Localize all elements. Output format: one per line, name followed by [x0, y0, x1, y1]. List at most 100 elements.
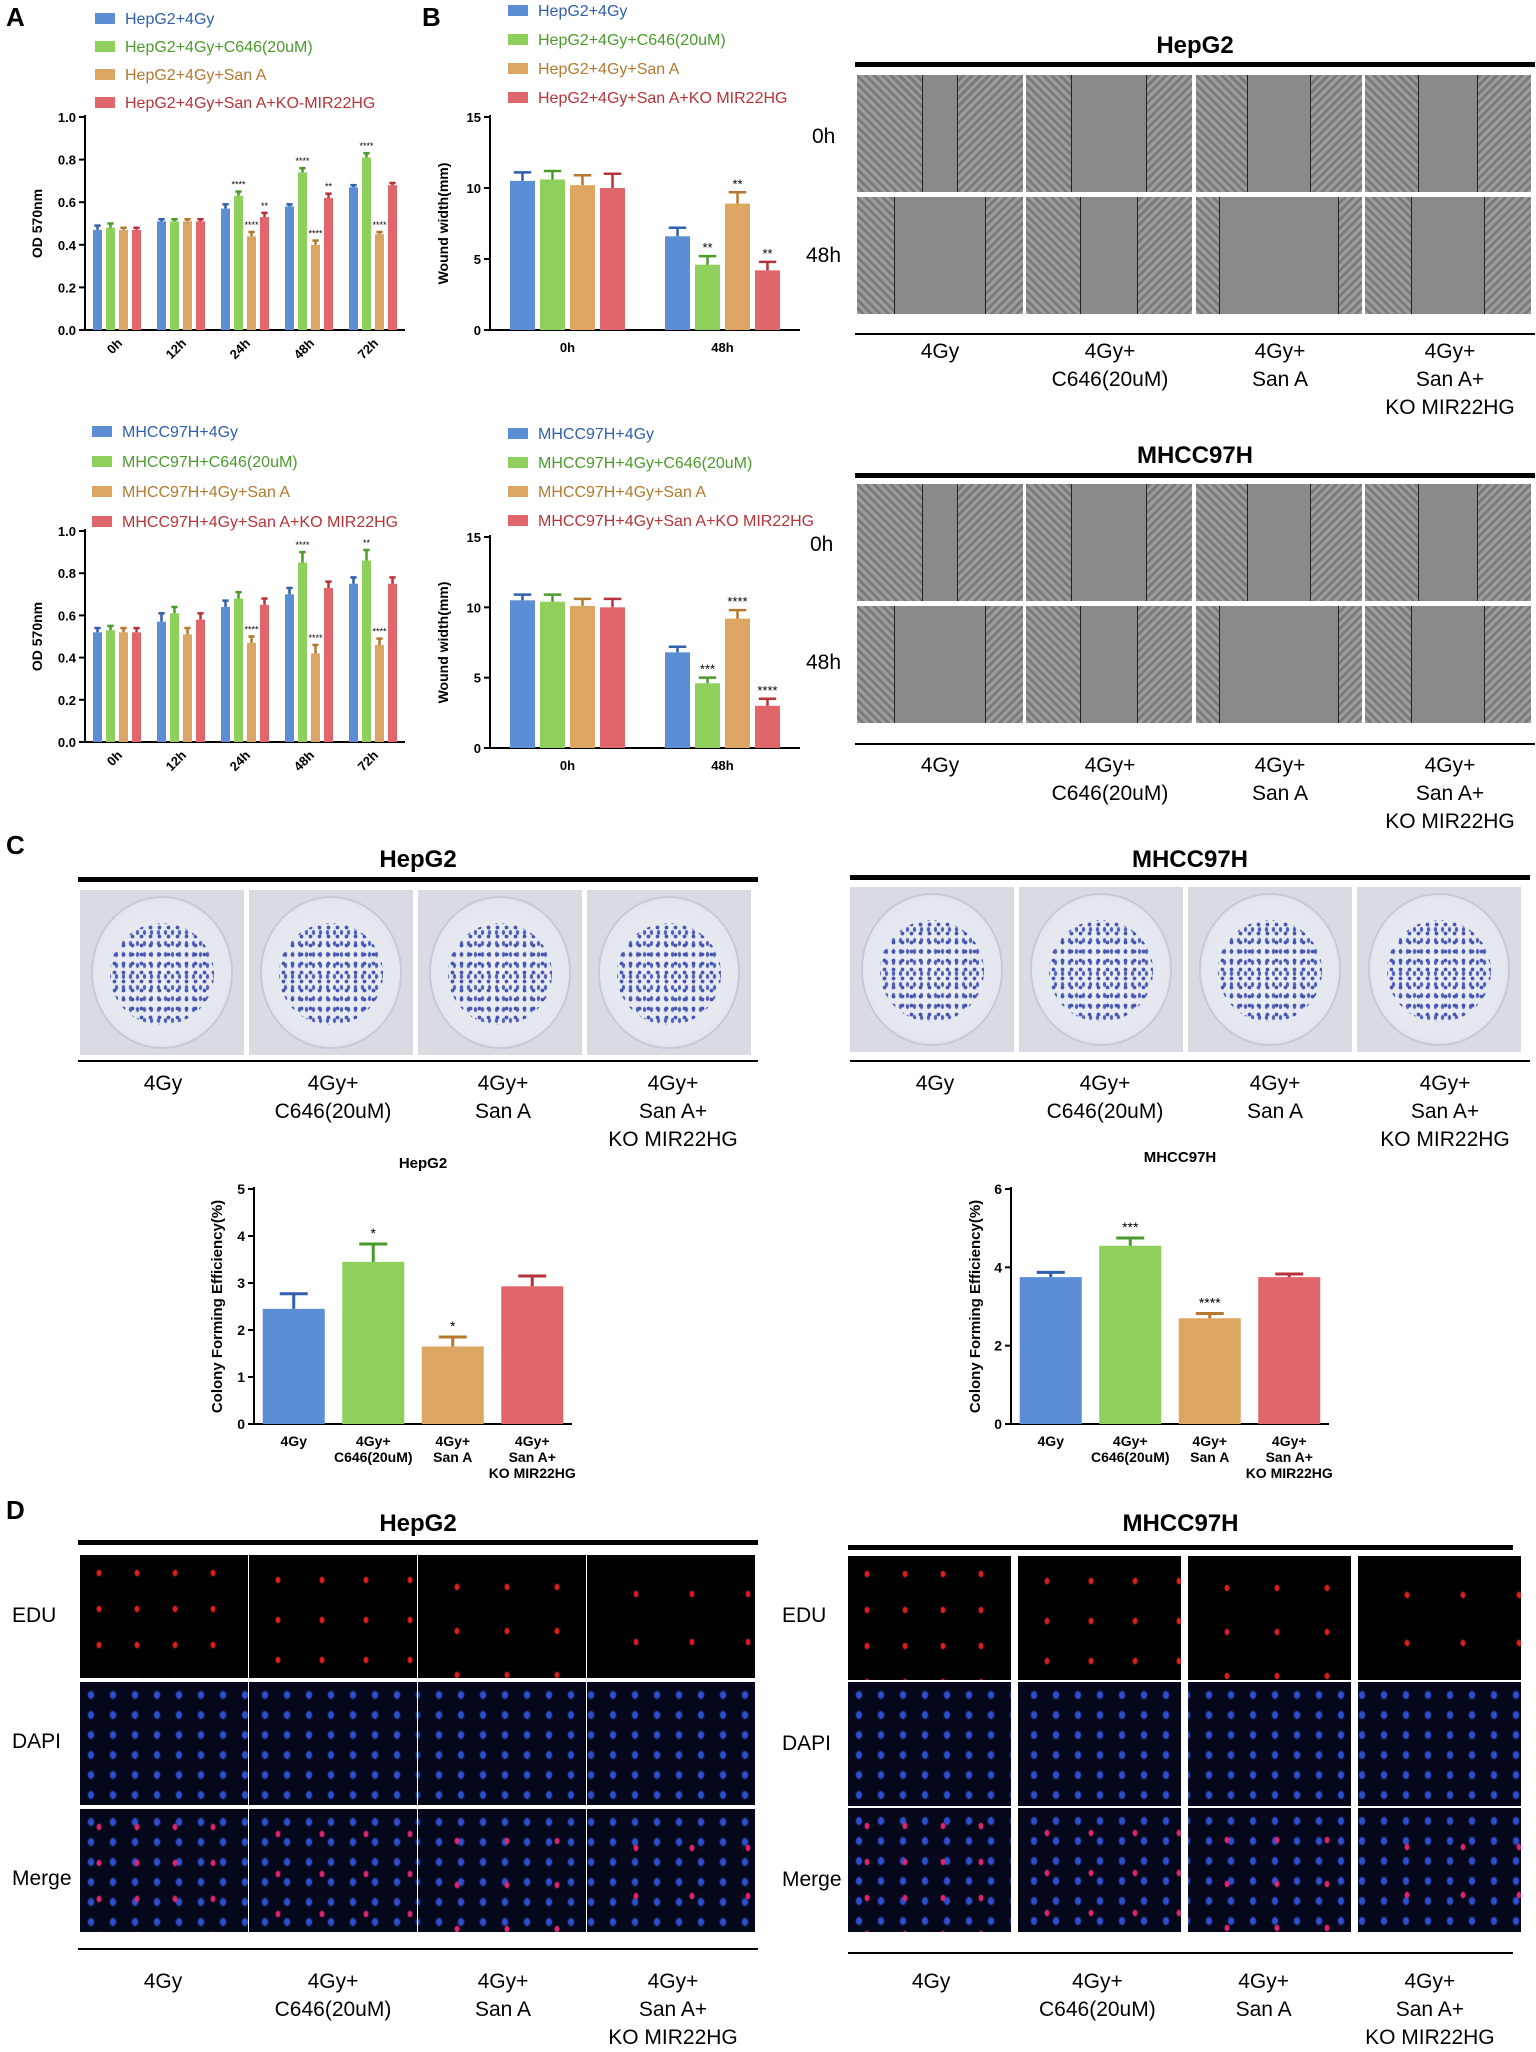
significance-label: **** — [244, 625, 259, 635]
wound-edge — [1219, 197, 1221, 314]
wound-edge — [1146, 484, 1148, 601]
legend-label: MHCC97H+4Gy+San A+KO MIR22HG — [538, 513, 814, 530]
y-tick-label: 0.6 — [58, 195, 76, 210]
legend-swatch — [508, 92, 528, 103]
bar — [132, 632, 141, 742]
y-tick-label: 0 — [237, 1416, 245, 1432]
legend-label: MHCC97H+4Gy+San A — [122, 484, 290, 501]
colony-plate — [1019, 887, 1183, 1052]
bar — [695, 264, 720, 330]
bar — [93, 632, 102, 742]
cell-texture — [1485, 197, 1531, 314]
bar — [725, 203, 750, 330]
bar — [234, 598, 243, 742]
bar — [324, 587, 333, 742]
bar — [234, 195, 243, 330]
significance-label: **** — [231, 180, 246, 190]
significance-label: ** — [325, 182, 333, 192]
cell-texture — [857, 606, 895, 723]
fluorescence-image — [418, 1555, 586, 1678]
legend-label: MHCC97H+4Gy — [538, 426, 654, 443]
bar — [362, 157, 371, 330]
fluorescence-image — [249, 1682, 417, 1805]
fluorescence-image — [587, 1682, 755, 1805]
cell-texture — [1365, 606, 1411, 723]
x-tick-label: 0h — [104, 335, 125, 356]
wound-image — [1026, 606, 1192, 723]
cell-texture — [1147, 484, 1192, 601]
cell-texture — [985, 606, 1023, 723]
row-label: Merge — [782, 1868, 842, 1891]
bar — [247, 642, 256, 742]
wound-edge — [1476, 75, 1478, 192]
x-tick-label: 72h — [355, 335, 381, 361]
x-tick-label: 4Gy+ C646(20uM) — [1091, 1433, 1170, 1465]
bar — [119, 632, 128, 742]
cell-texture — [1196, 197, 1220, 314]
group-label: 4Gy — [915, 1072, 955, 1095]
significance-label: **** — [295, 156, 310, 166]
c-hepg2-bottom-rule — [78, 1060, 758, 1062]
wound-edge — [957, 75, 959, 192]
bar — [183, 634, 192, 742]
bar — [221, 208, 230, 330]
group-label: 4Gy+ C646(20uM) — [1051, 340, 1169, 391]
y-axis-label: Wound width(mm) — [435, 582, 451, 704]
fluorescence-image — [848, 1556, 1011, 1680]
y-tick-label: 4 — [994, 1259, 1002, 1275]
b-hepg2-rule — [855, 62, 1535, 67]
colony-dots — [447, 923, 553, 1026]
group-label: 4Gy — [920, 754, 960, 777]
wound-image — [1196, 197, 1362, 314]
x-tick-label: 24h — [227, 335, 253, 361]
cell-texture — [1365, 75, 1419, 192]
bar — [93, 229, 102, 330]
d-hepg2-bottom-rule — [78, 1948, 758, 1950]
wound-edge — [1418, 75, 1420, 192]
y-axis-label: OD 570nm — [29, 602, 45, 671]
y-tick-label: 10 — [467, 600, 481, 615]
group-label: 4Gy+ San A+ KO MIR22HG — [1385, 340, 1515, 419]
b-mhcc-bottom-rule — [855, 743, 1535, 745]
cell-texture — [1338, 197, 1362, 314]
y-tick-label: 1 — [237, 1369, 245, 1385]
significance-label: **** — [308, 633, 323, 643]
cell-texture — [1026, 606, 1080, 723]
fluorescence-image — [1018, 1556, 1181, 1680]
bar — [362, 560, 371, 742]
bar — [725, 618, 750, 748]
bar — [260, 217, 269, 330]
legend-label: HepG2+4Gy+C646(20uM) — [538, 32, 726, 49]
x-tick-label: 0h — [104, 747, 125, 768]
bar — [1099, 1245, 1162, 1424]
y-tick-label: 5 — [474, 671, 481, 686]
legend-label: MHCC97H+4Gy+San A — [538, 484, 706, 501]
legend-swatch — [92, 426, 112, 437]
bar — [170, 613, 179, 742]
colony-plate — [587, 890, 751, 1055]
y-tick-label: 15 — [467, 110, 481, 125]
fluorescence-image — [80, 1809, 248, 1932]
fluorescence-image — [1018, 1682, 1181, 1806]
colony-plate — [1188, 887, 1352, 1052]
cell-texture — [1138, 197, 1192, 314]
y-tick-label: 2 — [237, 1322, 245, 1338]
c-hepg2-title: HepG2 — [379, 846, 457, 873]
significance-label: **** — [295, 540, 310, 550]
b-hepg2-row-48h: 48h — [806, 244, 842, 267]
bar — [132, 229, 141, 330]
legend-label: HepG2+4Gy+C646(20uM) — [125, 39, 313, 56]
wound-image — [857, 75, 1023, 192]
bar — [157, 621, 166, 742]
fluorescence-image — [249, 1555, 417, 1678]
colony-dots — [1048, 920, 1154, 1023]
significance-label: **** — [372, 627, 387, 637]
panel-label-b: B — [422, 2, 441, 32]
y-tick-label: 0 — [994, 1416, 1002, 1432]
c-mhcc-rule — [850, 875, 1530, 880]
bar — [570, 605, 595, 748]
significance-label: **** — [372, 220, 387, 230]
colony-plate — [850, 887, 1014, 1052]
bar — [285, 594, 294, 742]
b-hepg2-row-0h: 0h — [812, 125, 836, 148]
